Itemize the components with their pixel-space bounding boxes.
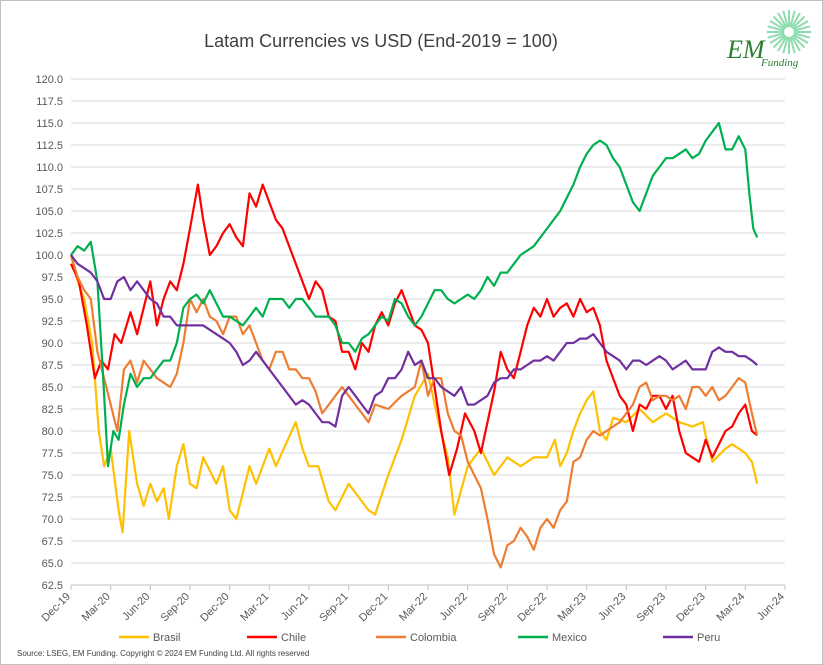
y-tick-label: 97.5 <box>42 272 63 284</box>
legend-label-colombia: Colombia <box>410 632 457 641</box>
chart-title: Latam Currencies vs USD (End-2019 = 100) <box>204 31 558 51</box>
y-tick-label: 75.0 <box>42 470 63 482</box>
x-tick-label: Dec-21 <box>357 591 391 625</box>
x-tick-label: Sep-20 <box>159 591 193 625</box>
y-tick-label: 77.5 <box>42 448 63 460</box>
y-tick-label: 90.0 <box>42 338 63 350</box>
x-tick-label: Dec-19 <box>40 591 74 625</box>
y-tick-label: 95.0 <box>42 294 63 306</box>
y-tick-label: 87.5 <box>42 360 63 372</box>
logo-name-text: Funding <box>761 57 799 69</box>
x-tick-label: Mar-24 <box>714 591 747 624</box>
y-tick-label: 70.0 <box>42 514 63 526</box>
y-tick-label: 110.0 <box>36 162 63 174</box>
x-tick-label: Dec-22 <box>516 591 550 625</box>
x-tick-label: Sep-22 <box>476 591 510 625</box>
y-tick-label: 80.0 <box>42 426 63 438</box>
legend: Brasil Chile Colombia Mexico Peru <box>119 632 720 641</box>
series-line-mexico <box>70 121 759 468</box>
x-tick-label: Mar-22 <box>397 591 430 624</box>
x-tick-label: Jun-20 <box>120 591 152 623</box>
x-tick-label: Mar-21 <box>238 591 271 624</box>
legend-label-chile: Chile <box>281 632 306 641</box>
series-lines <box>69 121 759 569</box>
series-line-brasil <box>69 254 759 534</box>
em-funding-logo: EM Funding <box>719 7 819 75</box>
x-tick-label: Sep-21 <box>317 591 351 625</box>
y-tick-label: 62.5 <box>42 580 63 592</box>
y-tick-label: 65.0 <box>42 558 63 570</box>
y-tick-label: 120.0 <box>35 74 63 86</box>
series-line-chile <box>69 183 758 477</box>
x-tick-label: Jun-22 <box>438 591 470 623</box>
y-tick-label: 100.0 <box>35 250 63 262</box>
legend-label-brasil: Brasil <box>153 632 181 641</box>
series-line-colombia <box>69 254 759 569</box>
x-axis: Dec-19 Mar-20 Jun-20 Sep-20 Dec-20 Mar-21 Jun-… <box>40 585 787 625</box>
legend-label-peru: Peru <box>697 632 720 641</box>
x-tick-label: Mar-20 <box>80 591 113 624</box>
x-tick-label: Jun-24 <box>755 591 787 623</box>
y-tick-label: 117.5 <box>36 96 63 108</box>
series-line-peru <box>70 254 758 428</box>
y-tick-label: 105.0 <box>35 206 63 218</box>
logo-mark-text: EM <box>727 35 765 64</box>
y-tick-label: 115.0 <box>36 118 63 130</box>
x-tick-label: Jun-21 <box>279 591 311 623</box>
y-tick-label: 85.0 <box>42 382 63 394</box>
logo-core <box>784 27 794 37</box>
x-tick-label: Dec-20 <box>198 591 232 625</box>
y-tick-label: 102.5 <box>35 228 63 240</box>
y-tick-label: 67.5 <box>42 536 63 548</box>
sunburst-logo-icon <box>767 10 811 54</box>
x-tick-label: Mar-23 <box>556 591 589 624</box>
x-tick-label: Jun-23 <box>596 591 628 623</box>
x-tick-label: Dec-23 <box>674 591 708 625</box>
y-tick-label: 112.5 <box>36 140 63 152</box>
y-tick-label: 82.5 <box>42 404 63 416</box>
legend-label-mexico: Mexico <box>552 632 587 641</box>
y-tick-label: 107.5 <box>35 184 63 196</box>
y-tick-label: 72.5 <box>42 492 63 504</box>
y-tick-label: 92.5 <box>42 316 63 328</box>
y-axis: 62.5 65.0 67.5 70.0 72.5 75.0 77.5 80.0 82.5 85.0… <box>35 74 63 592</box>
source-note: Source: LSEG, EM Funding. Copyright © 20… <box>17 649 310 658</box>
line-chart: 62.5 65.0 67.5 70.0 72.5 75.0 77.5 80.0 82.5 85.0… <box>35 74 787 641</box>
x-tick-label: Sep-23 <box>635 591 669 625</box>
